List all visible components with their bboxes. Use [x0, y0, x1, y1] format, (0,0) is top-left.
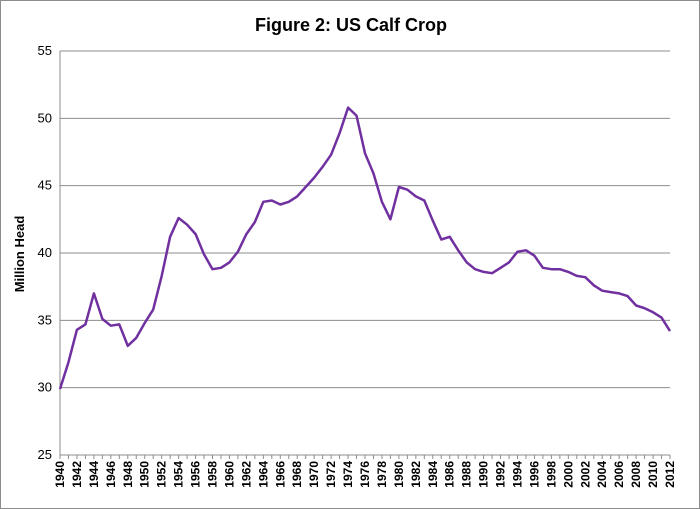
x-tick-label: 1946: [104, 461, 118, 488]
axes: [59, 51, 671, 459]
x-tick-label: 1942: [70, 461, 84, 488]
x-tick-label: 1974: [341, 461, 355, 488]
x-tick-label: 1992: [494, 461, 508, 488]
x-tick-label: 1954: [172, 461, 186, 488]
y-tick-label: 35: [38, 312, 52, 327]
y-tick-label: 30: [38, 380, 52, 395]
x-tick-label: 1952: [155, 461, 169, 488]
y-tick-label: 55: [38, 43, 52, 58]
x-tick-label: 1940: [53, 461, 67, 488]
gridlines: [60, 50, 670, 456]
x-tick-labels: 1940 1942 1944 1946 1948 1950 1952 1954 1956 1958…: [53, 461, 677, 488]
x-tick-label: 1998: [544, 461, 558, 488]
x-tick-label: 1964: [256, 461, 270, 488]
x-tick-label: 1984: [426, 461, 440, 488]
x-tick-label: 1944: [87, 461, 101, 488]
x-tick-label: 2000: [561, 461, 575, 488]
y-tick-labels: 25 30 35 40 45 50 55: [38, 43, 52, 462]
x-tick-label: 1978: [375, 461, 389, 488]
x-tick-label: 1966: [273, 461, 287, 488]
x-tick-label: 1988: [460, 461, 474, 488]
x-tick-label: 1982: [409, 461, 423, 488]
y-axis-label: Million Head: [12, 216, 27, 293]
x-tick-label: 1950: [138, 461, 152, 488]
x-tick-label: 1986: [443, 461, 457, 488]
x-tick-label: 1970: [307, 461, 321, 488]
x-tick-label: 1994: [511, 461, 525, 488]
y-tick-label: 40: [38, 245, 52, 260]
x-tick-label: 2002: [578, 461, 592, 488]
x-tick-label: 2008: [629, 461, 643, 488]
x-tick-label: 1958: [206, 461, 220, 488]
y-tick-label: 50: [38, 110, 52, 125]
x-tick-label: 2004: [595, 461, 609, 488]
x-tick-label: 1948: [121, 461, 135, 488]
x-tick-label: 1990: [477, 461, 491, 488]
chart-title: Figure 2: US Calf Crop: [254, 15, 447, 35]
x-tick-label: 1956: [189, 461, 203, 488]
x-tick-label: 1960: [222, 461, 236, 488]
x-tick-label: 2010: [646, 461, 660, 488]
x-tick-label: 1980: [392, 461, 406, 488]
series-line: [58, 106, 672, 390]
x-tick-label: 1972: [324, 461, 338, 488]
x-tick-label: 2006: [612, 461, 626, 488]
x-tick-label: 2012: [663, 461, 677, 488]
series-layer: [58, 106, 672, 390]
y-tick-label: 25: [38, 447, 52, 462]
x-tick-label: 1968: [290, 461, 304, 488]
x-tick-label: 1962: [239, 461, 253, 488]
y-tick-label: 45: [38, 178, 52, 193]
x-tick-label: 1976: [358, 461, 372, 488]
x-tick-label: 1996: [527, 461, 541, 488]
